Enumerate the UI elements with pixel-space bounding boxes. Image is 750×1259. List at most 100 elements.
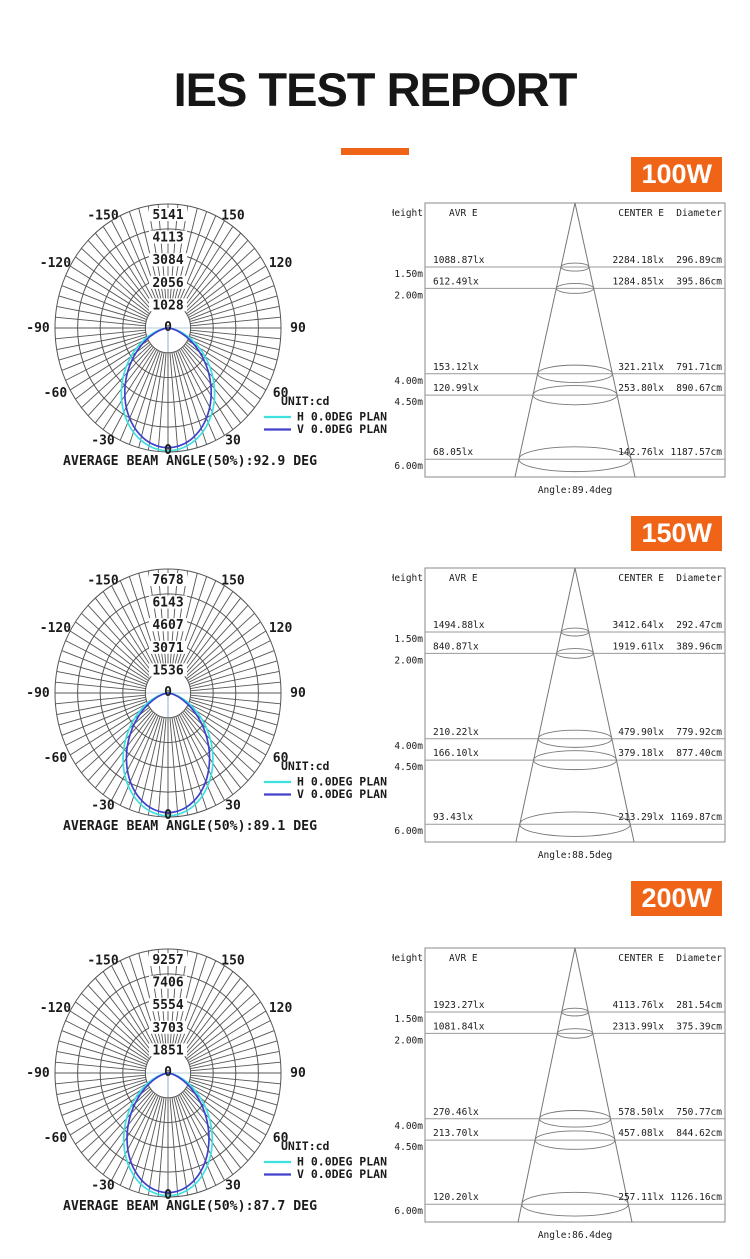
section-charts: 1028 2056 3084 4113 5141 0 -150 -120 -90 -60 -30 0 3… xyxy=(0,195,750,507)
svg-text:-120: -120 xyxy=(40,621,71,636)
svg-text:1.50m: 1.50m xyxy=(394,1014,423,1025)
svg-text:60: 60 xyxy=(273,1131,289,1146)
svg-text:H 0.0DEG PLAN: H 0.0DEG PLAN xyxy=(297,1155,387,1169)
svg-text:612.49lx: 612.49lx xyxy=(433,276,479,287)
svg-text:150: 150 xyxy=(221,208,245,223)
svg-text:2056: 2056 xyxy=(152,276,183,291)
svg-text:4.50m: 4.50m xyxy=(394,1142,423,1153)
beam-angle-caption: AVERAGE BEAM ANGLE(50%):92.9 DEG xyxy=(63,454,317,469)
cone-edge-left xyxy=(515,567,576,843)
svg-text:1536: 1536 xyxy=(152,663,183,678)
wattage-badge: 200W xyxy=(631,881,722,916)
svg-text:9257: 9257 xyxy=(152,953,183,968)
svg-text:90: 90 xyxy=(290,321,306,336)
cone-row: 4.00m 153.12lx 321.21lx 791.71cm xyxy=(394,362,725,387)
svg-text:120: 120 xyxy=(269,1001,293,1016)
svg-text:CENTER E: CENTER E xyxy=(618,208,664,219)
svg-text:1169.87cm: 1169.87cm xyxy=(671,812,723,823)
svg-text:-30: -30 xyxy=(91,434,115,449)
svg-text:7406: 7406 xyxy=(152,976,183,991)
v-plane-curve xyxy=(125,692,211,814)
svg-text:CENTER E: CENTER E xyxy=(618,573,664,584)
svg-text:3412.64lx: 3412.64lx xyxy=(613,620,665,631)
cone-row: 1.50m 1494.88lx 3412.64lx 292.47cm xyxy=(394,620,725,645)
svg-text:0: 0 xyxy=(164,1065,172,1080)
cone-row: 1.50m 1923.27lx 4113.76lx 281.54cm xyxy=(394,1000,725,1025)
svg-text:6.00m: 6.00m xyxy=(394,461,423,472)
svg-text:2.00m: 2.00m xyxy=(394,290,423,301)
wattage-section: 150W 1536 3071 4607 6143 7678 0 -150 -120 -90 -60… xyxy=(0,516,750,872)
svg-text:1126.16cm: 1126.16cm xyxy=(671,1192,723,1203)
v-plane-curve xyxy=(126,1072,210,1194)
svg-text:1.50m: 1.50m xyxy=(394,269,423,280)
svg-text:-90: -90 xyxy=(26,686,50,701)
svg-text:4113: 4113 xyxy=(152,231,183,246)
svg-text:-120: -120 xyxy=(40,1001,71,1016)
angle-labels: -150 -120 -90 -60 -30 0 30 60 90 120 150 xyxy=(26,953,306,1203)
svg-text:V 0.0DEG PLAN: V 0.0DEG PLAN xyxy=(297,1167,387,1181)
svg-text:-150: -150 xyxy=(87,573,118,588)
svg-text:3071: 3071 xyxy=(152,641,183,656)
svg-text:779.92cm: 779.92cm xyxy=(676,727,722,738)
svg-text:-60: -60 xyxy=(44,1131,68,1146)
cone-header: Height AVR E CENTER E Diameter xyxy=(392,953,722,964)
svg-text:30: 30 xyxy=(225,1179,241,1194)
svg-text:H 0.0DEG PLAN: H 0.0DEG PLAN xyxy=(297,775,387,789)
svg-text:-120: -120 xyxy=(40,256,71,271)
svg-text:Diameter: Diameter xyxy=(676,208,722,219)
svg-text:840.87lx: 840.87lx xyxy=(433,641,479,652)
svg-text:-30: -30 xyxy=(91,799,115,814)
svg-text:V 0.0DEG PLAN: V 0.0DEG PLAN xyxy=(297,787,387,801)
cone-edge-left xyxy=(517,947,576,1223)
svg-text:379.18lx: 379.18lx xyxy=(618,748,664,759)
svg-text:AVR E: AVR E xyxy=(449,573,478,584)
cone-angle-caption: Angle:86.4deg xyxy=(538,1230,612,1241)
svg-text:2.00m: 2.00m xyxy=(394,655,423,666)
cone-row: 2.00m 1081.84lx 2313.99lx 375.39cm xyxy=(394,1021,725,1046)
page-title: IES TEST REPORT xyxy=(173,63,578,116)
svg-text:578.50lx: 578.50lx xyxy=(618,1107,664,1118)
svg-text:UNIT:cd: UNIT:cd xyxy=(281,759,330,773)
svg-text:890.67cm: 890.67cm xyxy=(676,383,722,394)
section-charts: 1536 3071 4607 6143 7678 0 -150 -120 -90 -60 -30 0 3… xyxy=(0,560,750,872)
cone-illuminance-diagram: Height AVR E CENTER E Diameter 1.50m 1923.27l… xyxy=(392,947,726,1241)
svg-text:-90: -90 xyxy=(26,1066,50,1081)
svg-text:150: 150 xyxy=(221,953,245,968)
svg-text:0: 0 xyxy=(164,685,172,700)
ring-value-labels: 1028 2056 3084 4113 5141 xyxy=(149,208,187,313)
svg-text:-150: -150 xyxy=(87,208,118,223)
svg-text:1923.27lx: 1923.27lx xyxy=(433,1000,485,1011)
svg-text:1851: 1851 xyxy=(152,1043,183,1058)
svg-text:296.89cm: 296.89cm xyxy=(676,255,722,266)
svg-text:1187.57cm: 1187.57cm xyxy=(671,447,723,458)
svg-text:210.22lx: 210.22lx xyxy=(433,727,479,738)
h-plane-curve xyxy=(122,692,214,817)
svg-text:120: 120 xyxy=(269,256,293,271)
svg-text:1284.85lx: 1284.85lx xyxy=(613,276,665,287)
cone-row: 4.00m 210.22lx 479.90lx 779.92cm xyxy=(394,727,725,752)
svg-text:457.08lx: 457.08lx xyxy=(618,1128,664,1139)
polar-photometric-chart: 1536 3071 4607 6143 7678 0 -150 -120 -90 -60 -30 0 3… xyxy=(26,568,387,834)
svg-text:4.50m: 4.50m xyxy=(394,397,423,408)
svg-text:0: 0 xyxy=(164,320,172,335)
cone-row: 4.50m 213.70lx 457.08lx 844.62cm xyxy=(394,1128,725,1153)
svg-text:Diameter: Diameter xyxy=(676,573,722,584)
cone-row: 2.00m 840.87lx 1919.61lx 389.96cm xyxy=(394,641,725,666)
wattage-section: 200W 1851 3703 5554 7406 9257 0 -150 -120 -90 -60… xyxy=(0,881,750,1252)
svg-text:0: 0 xyxy=(164,443,172,458)
title-underline xyxy=(341,148,409,155)
svg-text:4.00m: 4.00m xyxy=(394,741,423,752)
svg-text:4.50m: 4.50m xyxy=(394,762,423,773)
svg-text:150: 150 xyxy=(221,573,245,588)
svg-text:0: 0 xyxy=(164,1188,172,1203)
svg-text:4113.76lx: 4113.76lx xyxy=(613,1000,665,1011)
svg-text:V 0.0DEG PLAN: V 0.0DEG PLAN xyxy=(297,422,387,436)
svg-text:6.00m: 6.00m xyxy=(394,826,423,837)
svg-text:H 0.0DEG PLAN: H 0.0DEG PLAN xyxy=(297,410,387,424)
svg-text:-30: -30 xyxy=(91,1179,115,1194)
ring-value-labels: 1536 3071 4607 6143 7678 xyxy=(149,573,187,678)
svg-text:1088.87lx: 1088.87lx xyxy=(433,255,485,266)
svg-text:1919.61lx: 1919.61lx xyxy=(613,641,665,652)
